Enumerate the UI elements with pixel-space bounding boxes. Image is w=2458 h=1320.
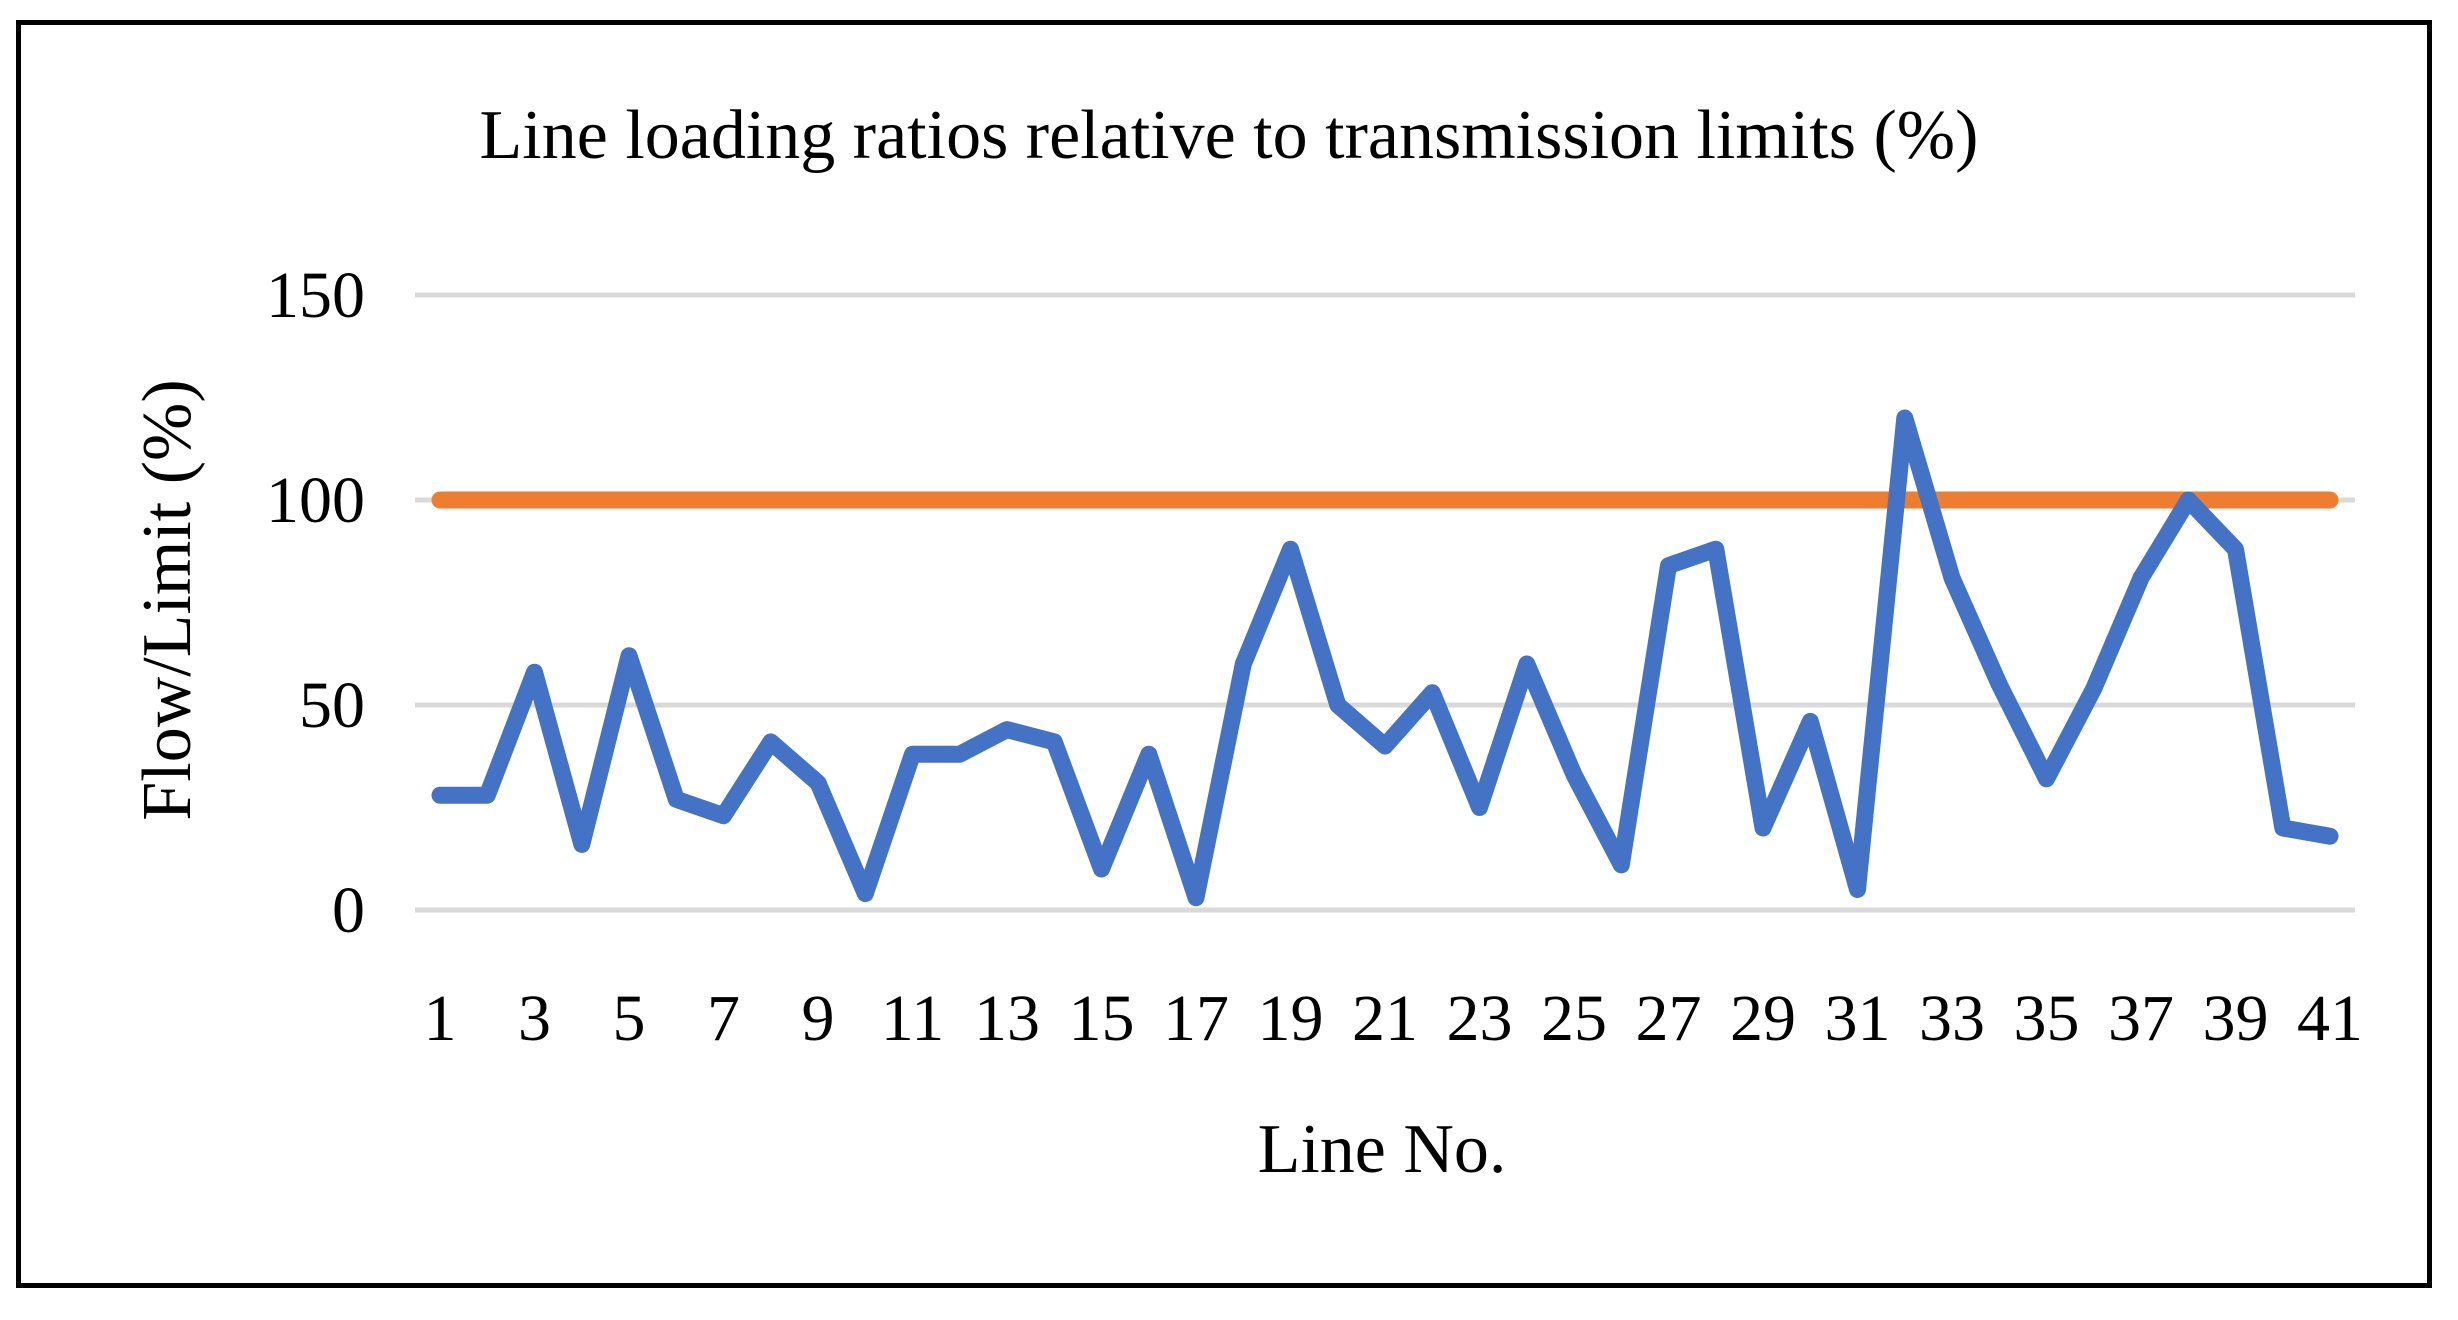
x-tick-label: 41 xyxy=(2297,982,2363,1055)
series-line-loading xyxy=(431,409,2339,907)
x-tick-label: 15 xyxy=(1069,982,1135,1055)
x-tick-label: 23 xyxy=(1447,982,1513,1055)
x-tick-label: 27 xyxy=(1636,982,1702,1055)
y-tick-label: 0 xyxy=(332,874,365,947)
x-tick-label: 33 xyxy=(1919,982,1985,1055)
x-tick-label: 13 xyxy=(974,982,1040,1055)
x-tick-label: 21 xyxy=(1352,982,1418,1055)
x-tick-label: 11 xyxy=(881,982,945,1055)
y-axis-ticks: 0 50 100 150 xyxy=(266,259,365,947)
x-tick-label: 29 xyxy=(1730,982,1796,1055)
x-tick-label: 17 xyxy=(1163,982,1229,1055)
x-tick-label: 19 xyxy=(1258,982,1324,1055)
x-tick-label: 7 xyxy=(707,982,740,1055)
x-axis-ticks: 1 3 5 7 9 11 13 15 17 19 21 23 25 27 29 31 33 35 37 39 41 xyxy=(424,982,2364,1055)
chart-title: Line loading ratios relative to transmis… xyxy=(480,97,1979,174)
x-tick-label: 1 xyxy=(424,982,457,1055)
x-tick-label: 37 xyxy=(2108,982,2174,1055)
series-group xyxy=(431,409,2339,907)
x-tick-label: 5 xyxy=(613,982,646,1055)
x-tick-label: 9 xyxy=(802,982,835,1055)
x-tick-label: 39 xyxy=(2203,982,2269,1055)
y-tick-label: 150 xyxy=(266,259,365,332)
y-tick-label: 50 xyxy=(299,669,365,742)
x-axis-label: Line No. xyxy=(1258,1111,1507,1188)
x-tick-label: 25 xyxy=(1541,982,1607,1055)
x-tick-label: 31 xyxy=(1825,982,1891,1055)
x-tick-label: 35 xyxy=(2014,982,2080,1055)
y-tick-label: 100 xyxy=(266,464,365,537)
x-tick-label: 3 xyxy=(518,982,551,1055)
chart-frame xyxy=(16,20,2432,1288)
y-axis-label: Flow/Limit (%) xyxy=(129,379,206,820)
